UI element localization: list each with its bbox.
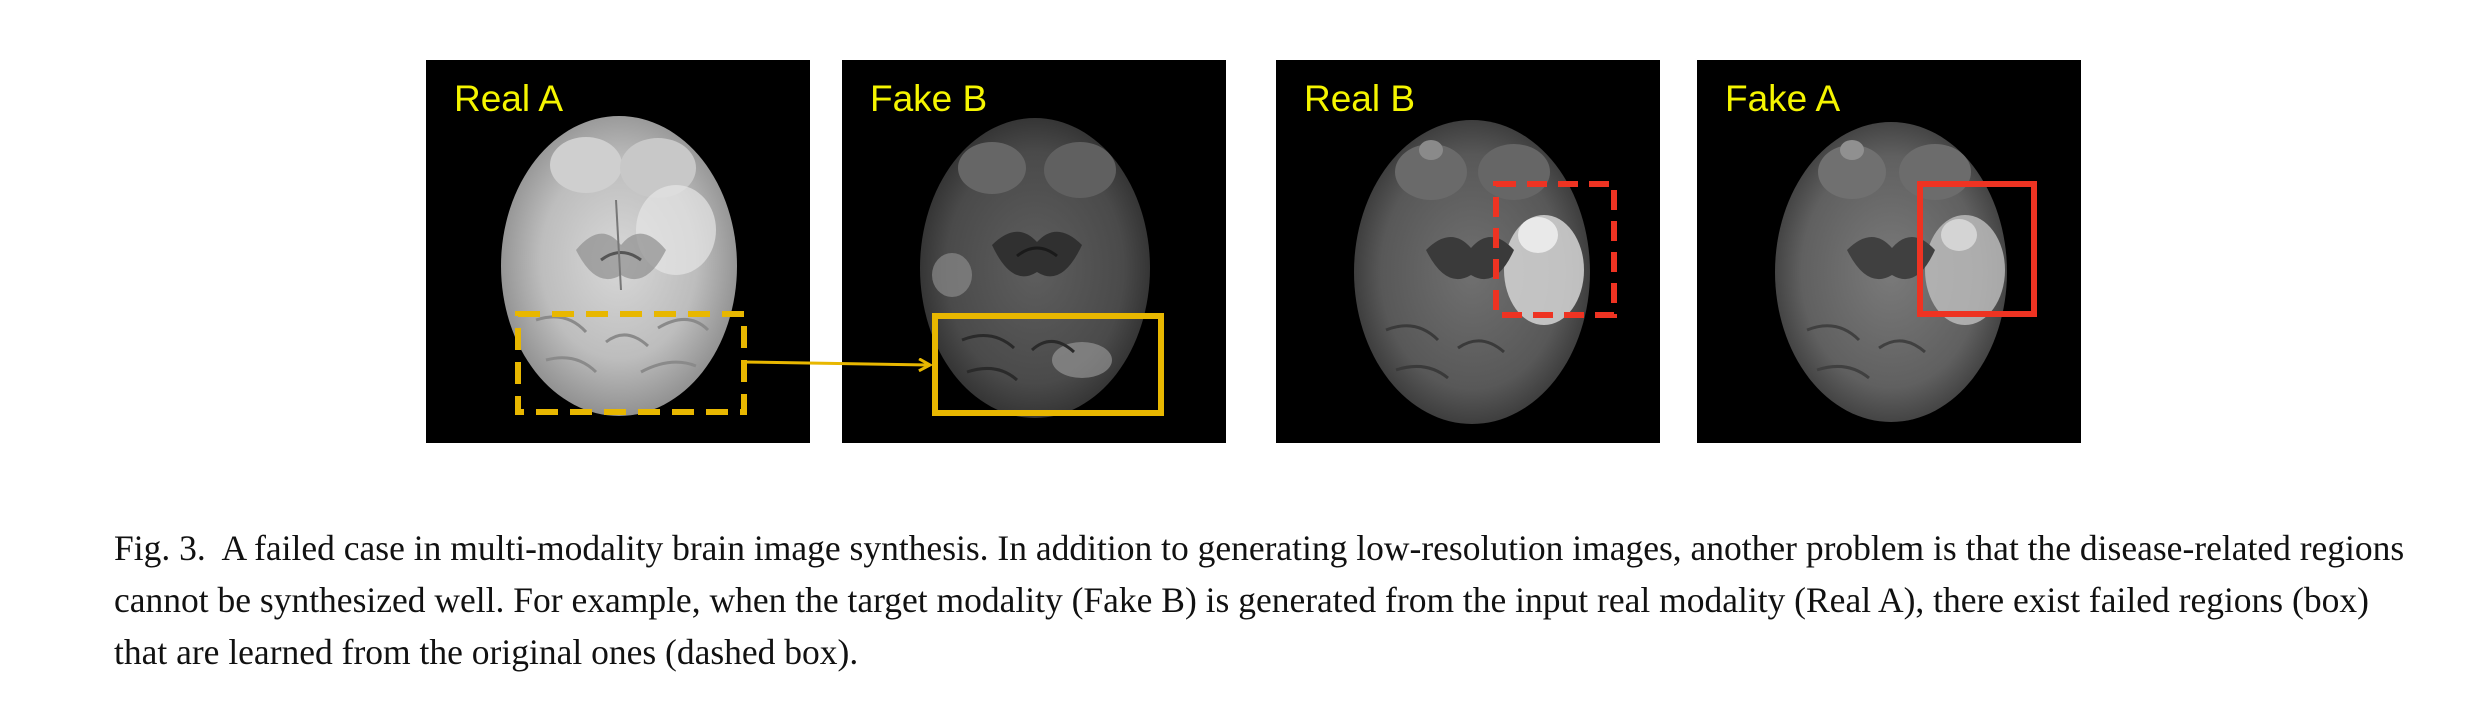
dashed-box-real-b [1493, 181, 1617, 318]
panel-label-fake-a: Fake A [1725, 78, 1841, 119]
solid-box-fake-b [932, 313, 1164, 416]
brain-image-fake-a [1775, 122, 2007, 422]
panel-label-real-a: Real A [454, 78, 564, 119]
panel-fake-b: Fake B [842, 60, 1226, 443]
dashed-box-real-a [515, 311, 747, 415]
panel-label-fake-b: Fake B [870, 78, 988, 119]
panel-label-real-b: Real B [1304, 78, 1416, 119]
arrow-real-a-to-fake-b [743, 362, 930, 365]
panel-real-b: Real B [1276, 60, 1660, 443]
panel-real-a: Real A [426, 60, 810, 443]
caption-text: A failed case in multi-modality brain im… [114, 528, 2405, 672]
brain-image-real-a [501, 116, 737, 416]
solid-box-fake-a [1917, 181, 2037, 317]
panel-fake-a: Fake A [1697, 60, 2081, 443]
brain-image-fake-b [920, 118, 1150, 418]
caption-prefix: Fig. 3. [114, 528, 206, 568]
figure-caption: Fig. 3. A failed case in multi-modality … [114, 522, 2414, 678]
